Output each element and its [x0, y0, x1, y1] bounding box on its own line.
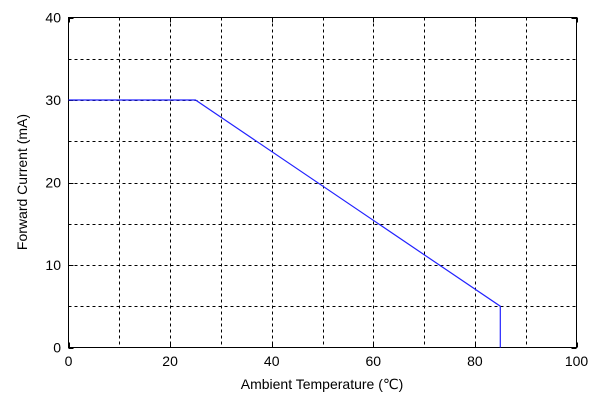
- grid: [68, 17, 577, 348]
- y-tick-label: 20: [45, 175, 61, 191]
- y-tick-label: 10: [45, 257, 61, 273]
- y-axis-label: Forward Current (mA): [14, 114, 30, 250]
- series-line-0: [68, 99, 501, 348]
- x-tick-labels: 0 20 40 60 80 100: [65, 353, 589, 369]
- y-tick-label: 30: [45, 92, 61, 108]
- x-tick-label: 40: [264, 353, 280, 369]
- x-tick-label: 0: [65, 353, 73, 369]
- x-tick-label: 80: [467, 353, 483, 369]
- x-axis-label: Ambient Temperature (℃): [241, 376, 404, 392]
- x-tick-label: 20: [162, 353, 178, 369]
- x-tick-label: 60: [366, 353, 382, 369]
- x-tick-label: 100: [565, 353, 589, 369]
- y-tick-label: 40: [45, 10, 61, 26]
- y-tick-label: 0: [53, 340, 61, 356]
- tick-marks: [68, 17, 578, 349]
- series-layer: [68, 99, 501, 348]
- y-tick-labels: 0 10 20 30 40: [45, 10, 61, 356]
- plot-frame: [68, 17, 577, 348]
